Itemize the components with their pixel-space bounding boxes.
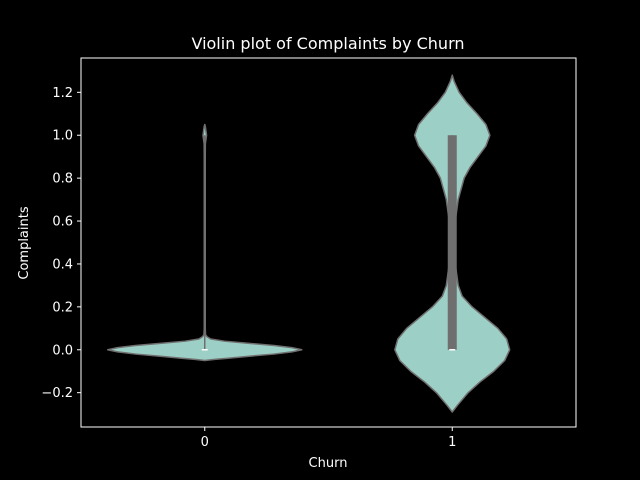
plot-frame (80, 57, 577, 428)
y-tick-label: 0.2 (52, 300, 73, 315)
x-axis-label: Churn (309, 456, 348, 471)
y-tick-label: 0.8 (52, 172, 73, 187)
y-tick-label: −0.2 (41, 386, 73, 401)
x-tick-label: 0 (201, 435, 209, 450)
iqr-box-1 (447, 135, 457, 350)
y-tick-label: 1.0 (52, 129, 73, 144)
violins-group (106, 74, 511, 413)
y-axis: −0.2 0.0 0.2 0.4 0.6 0.8 1.0 1.2 (41, 86, 81, 401)
y-tick-label: 0.4 (52, 257, 73, 272)
x-tick-label: 1 (448, 435, 456, 450)
y-tick-label: 1.2 (52, 86, 73, 101)
y-axis-label: Complaints (17, 206, 32, 279)
y-tick-label: 0.6 (52, 215, 73, 230)
y-tick-label: 0.0 (52, 343, 73, 358)
chart-title: Violin plot of Complaints by Churn (191, 34, 464, 53)
